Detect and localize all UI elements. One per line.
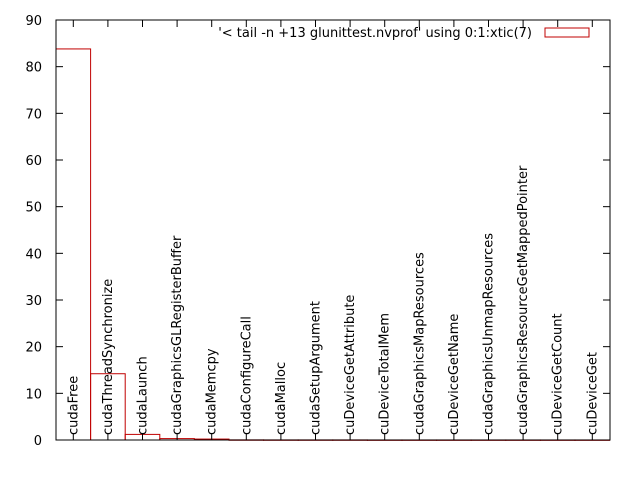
category-label: cudaGraphicsGLRegisterBuffer (170, 235, 185, 435)
category-label: cudaSetupArgument (309, 301, 324, 435)
category-label: cuDeviceTotalMem (378, 313, 393, 435)
category-label: cudaMalloc (274, 362, 289, 435)
category-label: cuDeviceGetAttribute (343, 295, 358, 435)
ytick-label: 20 (25, 341, 42, 356)
legend-swatch (544, 27, 590, 38)
ytick-label: 90 (25, 14, 42, 29)
category-label: cudaGraphicsResourceGetMappedPointer (516, 165, 531, 435)
category-label: cudaLaunch (136, 356, 151, 435)
ytick-label: 80 (25, 61, 42, 76)
category-label: cuDeviceGetCount (551, 313, 566, 435)
category-label: cuDeviceGet (585, 352, 600, 435)
ytick-label: 0 (34, 434, 42, 449)
category-label: cudaGraphicsUnmapResources (482, 233, 497, 435)
category-label: cudaMemcpy (205, 348, 220, 435)
category-labels: cudaFree cudaThreadSynchronize cudaLaunch c… (66, 165, 600, 435)
ytick-label: 10 (25, 387, 42, 402)
plot-frame (55, 19, 611, 441)
ytick-label: 40 (25, 247, 42, 262)
category-label: cudaFree (66, 376, 81, 435)
ytick-label: 60 (25, 154, 42, 169)
legend-label: '< tail -n +13 glunittest.nvprof' using … (218, 26, 532, 41)
category-label: cuDeviceGetName (447, 314, 462, 435)
category-label: cudaConfigureCall (239, 316, 254, 435)
ytick-label: 70 (25, 107, 42, 122)
ticks-group: 0 10 20 30 40 50 60 70 80 90 (25, 14, 610, 449)
ytick-label: 30 (25, 294, 42, 309)
legend: '< tail -n +13 glunittest.nvprof' using … (218, 26, 590, 41)
category-label: cudaGraphicsMapResources (412, 252, 427, 435)
ytick-label: 50 (25, 201, 42, 216)
category-label: cudaThreadSynchronize (101, 279, 116, 435)
